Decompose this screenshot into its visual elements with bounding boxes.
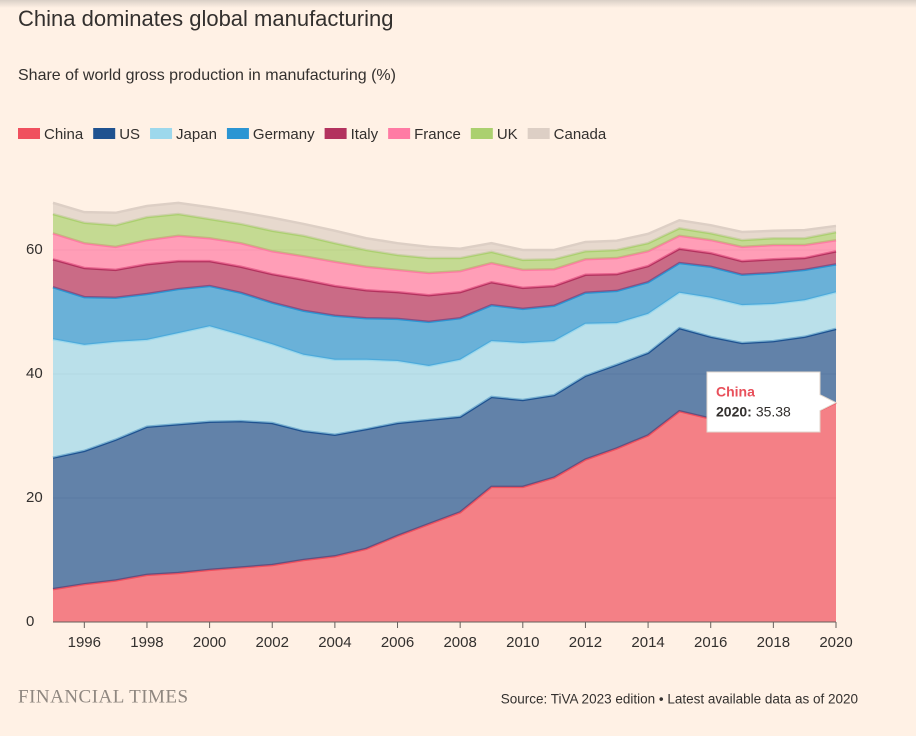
legend-label: Japan xyxy=(176,126,217,143)
area xyxy=(53,248,836,322)
plot-area xyxy=(52,201,837,622)
x-tick-label: 2020 xyxy=(819,634,852,651)
legend-swatch xyxy=(93,128,116,139)
source: Source: TiVA 2023 edition • Latest avail… xyxy=(501,692,858,707)
legend-label: Germany xyxy=(253,126,315,143)
x-tick-label: 2006 xyxy=(381,634,414,651)
legend-label: UK xyxy=(497,126,518,143)
tooltip-label: 2020: xyxy=(716,404,752,420)
y-tick-label: 0 xyxy=(26,613,34,630)
area xyxy=(53,328,836,590)
x-tick-label: 2010 xyxy=(506,634,539,651)
legend-swatch xyxy=(150,128,173,139)
legend-swatch xyxy=(226,128,249,139)
tooltip: China 2020: 35.38 xyxy=(706,371,838,433)
area xyxy=(53,202,836,260)
tooltip-box xyxy=(706,371,838,433)
x-tick-label: 2014 xyxy=(631,634,664,651)
legend-swatch xyxy=(388,128,411,139)
x-tick-label: 2000 xyxy=(193,634,226,651)
legend-label: France xyxy=(414,126,461,143)
tooltip-title: China xyxy=(716,384,755,400)
x-tick-label: 2016 xyxy=(694,634,727,651)
x-tick-label: 1996 xyxy=(68,634,101,651)
x-tick-label: 2018 xyxy=(757,634,790,651)
y-tick-label: 20 xyxy=(26,489,43,506)
chart-subtitle: Share of world gross production in manuf… xyxy=(18,67,396,84)
y-tick-label: 60 xyxy=(26,241,43,258)
area xyxy=(53,292,836,458)
legend-label: Canada xyxy=(554,126,607,143)
x-tick-label: 2012 xyxy=(569,634,602,651)
legend-swatch xyxy=(470,128,493,139)
area xyxy=(53,233,836,296)
legend-label: US xyxy=(119,126,140,143)
tooltip-value: 35.38 xyxy=(756,404,791,420)
x-tick-label: 2004 xyxy=(318,634,351,651)
legend-swatch xyxy=(324,128,347,139)
axes: 0 20 40 60 1996 1998 2000 2002 2004 2006 2008 2010 2… xyxy=(26,241,853,651)
publisher: FINANCIAL TIMES xyxy=(18,686,189,707)
area-line xyxy=(52,201,837,252)
legend: China US Japan Germany Italy France UK Canada xyxy=(18,126,607,143)
area xyxy=(53,214,836,273)
legend-swatch xyxy=(18,128,40,139)
area xyxy=(53,263,836,366)
x-tick-label: 2008 xyxy=(443,634,476,651)
x-tick-label: 2002 xyxy=(256,634,289,651)
y-tick-label: 40 xyxy=(26,365,43,382)
chart-title: China dominates global manufacturing xyxy=(18,6,393,31)
legend-label: China xyxy=(44,126,84,143)
top-shadow xyxy=(0,0,916,8)
x-tick-label: 1998 xyxy=(130,634,163,651)
legend-label: Italy xyxy=(351,126,379,143)
legend-swatch xyxy=(527,128,550,139)
